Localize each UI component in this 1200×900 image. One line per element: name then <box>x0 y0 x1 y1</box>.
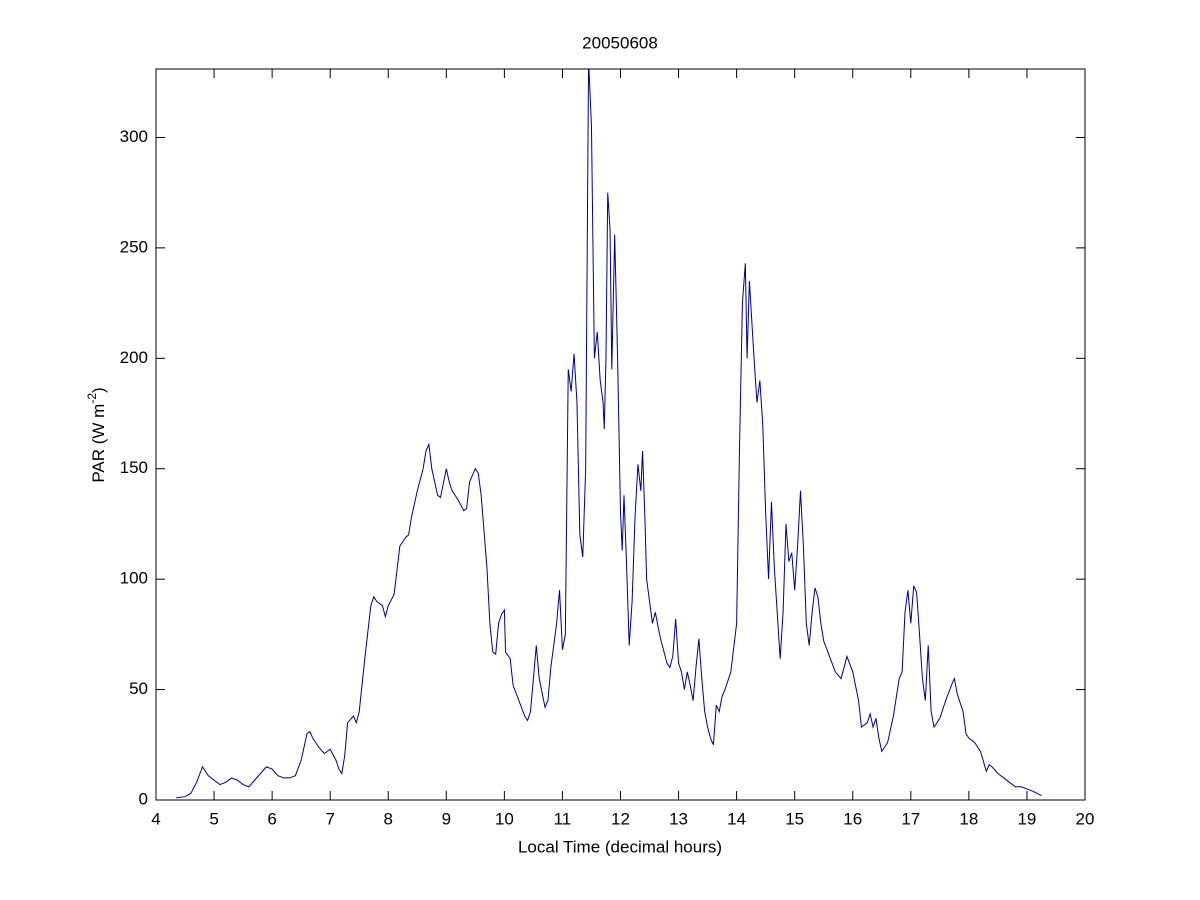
y-label-end: ) <box>89 387 108 393</box>
x-tick-label: 5 <box>209 809 218 828</box>
x-tick-label: 4 <box>151 809 160 828</box>
x-tick-label: 8 <box>384 809 393 828</box>
x-tick-label: 12 <box>611 809 630 828</box>
y-label-sup: -2 <box>85 393 99 404</box>
y-tick-label: 200 <box>120 348 148 367</box>
x-tick-label: 14 <box>727 809 746 828</box>
x-tick-label: 19 <box>1017 809 1036 828</box>
y-tick-label: 250 <box>120 237 148 256</box>
x-tick-label: 11 <box>554 809 572 828</box>
y-tick-label: 300 <box>120 127 148 146</box>
x-tick-label: 15 <box>785 809 804 828</box>
plot-frame <box>155 68 1086 801</box>
y-tick-label: 150 <box>120 458 148 477</box>
x-tick-label: 7 <box>325 809 334 828</box>
y-tick-label: 50 <box>129 679 148 698</box>
x-tick-label: 13 <box>669 809 688 828</box>
y-label-text: PAR (W m <box>89 404 108 483</box>
x-tick-label: 10 <box>495 809 514 828</box>
x-tick-label: 20 <box>1076 809 1095 828</box>
x-tick-label: 9 <box>442 809 451 828</box>
x-tick-label: 16 <box>843 809 862 828</box>
x-tick-label: 6 <box>267 809 276 828</box>
y-tick-label: 0 <box>139 789 148 808</box>
data-line <box>176 69 1042 799</box>
y-axis-label: PAR (W m-2) <box>85 387 108 482</box>
x-tick-label: 17 <box>901 809 920 828</box>
x-tick-label: 18 <box>959 809 978 828</box>
chart-title: 20050608 <box>582 33 658 52</box>
x-axis-label: Local Time (decimal hours) <box>518 837 722 856</box>
y-tick-label: 100 <box>120 569 148 588</box>
